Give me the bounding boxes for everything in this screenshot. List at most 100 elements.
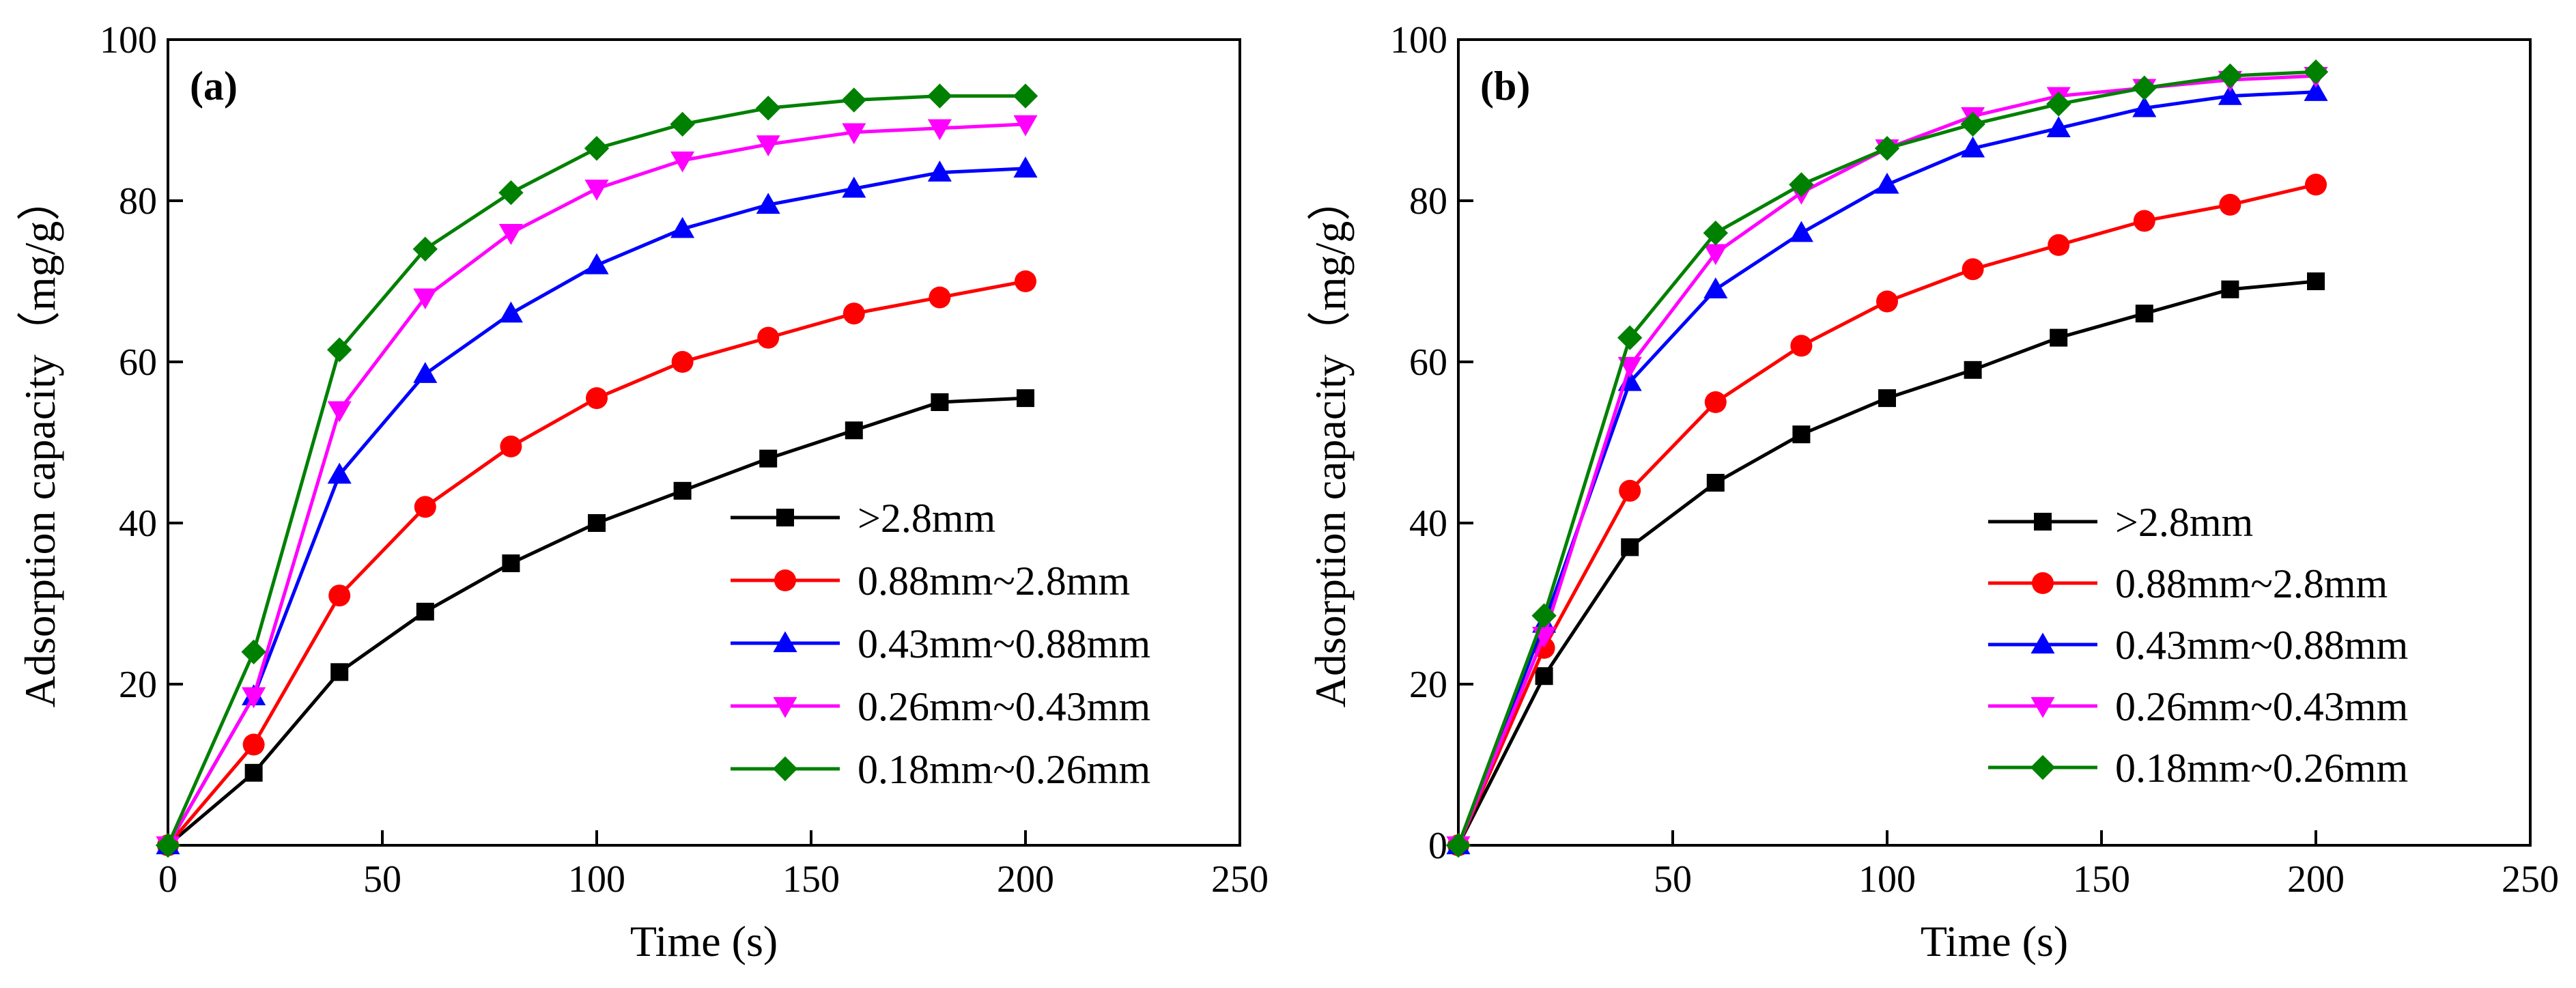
data-point	[1874, 136, 1900, 161]
data-point	[500, 435, 522, 457]
legend-marker	[2034, 513, 2052, 531]
data-point	[756, 193, 780, 214]
data-point	[1531, 603, 1557, 628]
x-tick-label: 150	[782, 858, 840, 901]
y-tick-label: 0	[1428, 825, 1447, 867]
data-point	[759, 449, 778, 468]
data-point	[1964, 361, 1982, 379]
data-point	[842, 176, 866, 198]
legend-label: 0.18mm~0.26mm	[2115, 746, 2408, 791]
data-point	[327, 462, 352, 484]
data-point	[584, 180, 609, 201]
data-point	[1013, 83, 1038, 109]
x-tick-label: 200	[997, 858, 1054, 901]
data-point	[2218, 63, 2243, 89]
y-tick-label: 40	[1409, 503, 1447, 545]
data-point	[2132, 96, 2157, 117]
data-point	[327, 401, 352, 423]
data-point	[1619, 479, 1641, 502]
legend-marker	[773, 696, 797, 718]
data-point	[2046, 116, 2071, 137]
data-point	[412, 236, 438, 262]
x-tick-label: 250	[1211, 858, 1269, 901]
data-point	[328, 584, 351, 607]
legend-marker	[2030, 632, 2055, 654]
x-axis-title: Time (s)	[630, 917, 778, 965]
data-point	[498, 180, 524, 206]
data-point	[1706, 474, 1725, 492]
data-point	[584, 253, 609, 274]
data-point	[670, 216, 695, 238]
data-point	[1703, 244, 1728, 266]
data-point	[2219, 193, 2241, 216]
data-point	[330, 663, 349, 681]
legend-label: 0.43mm~0.88mm	[858, 621, 1150, 666]
data-point	[155, 832, 181, 858]
data-point	[927, 119, 952, 141]
data-point	[1621, 538, 1639, 556]
data-point	[843, 302, 865, 325]
data-point	[2135, 305, 2153, 323]
data-point	[756, 96, 781, 121]
data-point	[1875, 172, 1899, 194]
data-point	[413, 288, 438, 310]
x-tick-label: 0	[158, 858, 178, 901]
legend-label: >2.8mm	[858, 496, 995, 541]
y-tick-label: 80	[1409, 180, 1447, 223]
legend-label: 0.26mm~0.43mm	[858, 684, 1150, 729]
data-point	[756, 135, 780, 156]
data-point	[927, 83, 952, 109]
series-line	[166, 122, 1026, 847]
y-axis-title: Adsorption capacity（mg/g）	[1306, 178, 1355, 708]
legend-label: 0.26mm~0.43mm	[2115, 684, 2408, 729]
data-point	[1703, 277, 1728, 298]
data-point	[586, 387, 608, 410]
data-point	[2218, 84, 2242, 105]
data-point	[929, 286, 951, 309]
data-point	[1013, 115, 1038, 137]
data-point	[502, 554, 520, 572]
data-point	[2133, 210, 2155, 232]
data-point	[1878, 389, 1896, 408]
data-point	[1535, 667, 1553, 686]
panel-label: (a)	[190, 63, 238, 109]
series-line	[166, 94, 1025, 847]
data-point	[1445, 832, 1471, 858]
data-point	[327, 337, 352, 363]
x-tick-label: 50	[1654, 858, 1692, 901]
data-point	[414, 496, 436, 518]
data-point	[241, 639, 266, 664]
data-point	[498, 224, 523, 245]
data-point	[242, 733, 265, 756]
legend-marker	[773, 631, 797, 653]
x-tick-label: 100	[568, 858, 625, 901]
data-point	[2221, 280, 2239, 298]
legend-label: >2.8mm	[2115, 500, 2253, 545]
data-point	[2046, 91, 2071, 117]
legend-label: 0.43mm~0.88mm	[2115, 623, 2408, 668]
legend-marker	[2030, 696, 2055, 718]
y-axis-title: Adsorption capacity（mg/g）	[16, 178, 64, 708]
y-tick-label: 60	[1409, 341, 1447, 384]
data-point	[1790, 335, 1813, 357]
data-point	[2305, 173, 2327, 196]
data-point	[841, 87, 866, 113]
data-point	[1876, 290, 1898, 313]
legend-marker	[776, 509, 794, 526]
data-point	[673, 481, 692, 500]
y-tick-label: 20	[119, 664, 157, 706]
data-point	[416, 602, 434, 621]
plot-frame	[167, 38, 1241, 847]
legend-label: 0.88mm~2.8mm	[858, 559, 1130, 604]
data-point	[2303, 59, 2329, 85]
data-point	[757, 326, 780, 349]
x-tick-label: 200	[2287, 858, 2345, 901]
legend-marker	[774, 569, 796, 591]
data-point	[845, 421, 863, 440]
data-point	[1017, 389, 1034, 408]
x-tick-label: 150	[2073, 858, 2130, 901]
y-tick-label: 20	[1409, 664, 1447, 706]
